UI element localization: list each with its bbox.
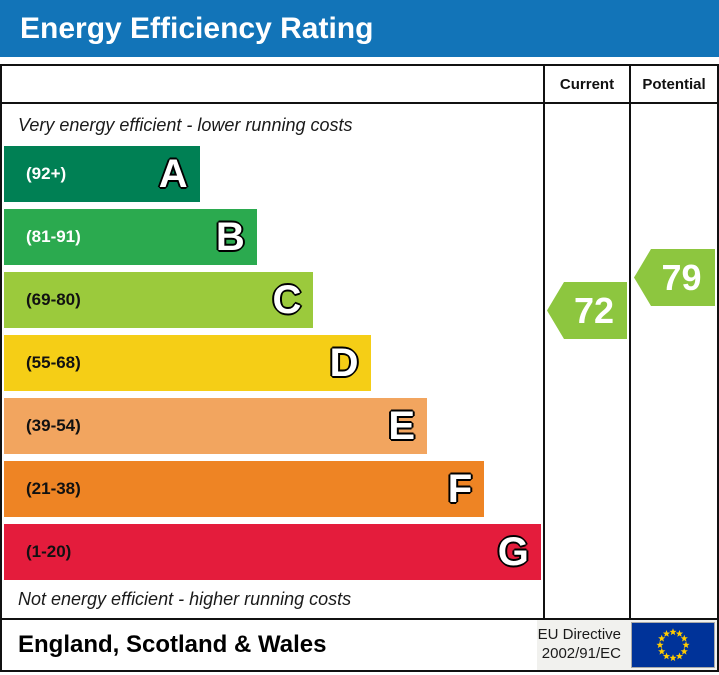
current-rating-column: 72 xyxy=(543,104,629,618)
band-range-label: (69-80) xyxy=(26,290,81,309)
rating-band: (92+) A xyxy=(4,146,200,202)
band-letter: B xyxy=(215,215,245,259)
chart-frame: Current Potential Very energy efficient … xyxy=(0,64,719,620)
eu-directive-line1: EU Directive xyxy=(537,626,621,644)
current-rating-value: 72 xyxy=(573,289,615,331)
band-range-label: (1-20) xyxy=(26,542,72,561)
band-letter: A xyxy=(158,152,188,196)
rating-band: (69-80) C xyxy=(4,272,314,328)
table-header-row: Current Potential xyxy=(2,66,717,104)
band-range-label: (21-38) xyxy=(26,479,81,498)
eu-directive-label: EU Directive 2002/91/EC xyxy=(538,626,631,664)
band-range-label: (92+) xyxy=(26,164,67,183)
band-range-label: (81-91) xyxy=(26,227,81,246)
bottom-note: Not energy efficient - higher running co… xyxy=(18,588,352,609)
potential-rating-value: 79 xyxy=(661,256,702,298)
column-header-current: Current xyxy=(543,66,629,102)
current-rating-arrow: 72 xyxy=(547,282,627,339)
band-range-label: (55-68) xyxy=(26,353,81,372)
potential-rating-column: 79 xyxy=(629,104,717,618)
band-letter: G xyxy=(497,530,529,574)
footer-bar: England, Scotland & Wales EU Directive 2… xyxy=(0,620,719,672)
band-letter: F xyxy=(447,467,473,511)
band-letter: D xyxy=(329,341,359,385)
rating-band: (55-68) D xyxy=(4,335,371,391)
band-range-label: (39-54) xyxy=(26,416,81,435)
column-header-potential: Potential xyxy=(629,66,717,102)
region-label: England, Scotland & Wales xyxy=(18,631,327,658)
eu-flag-icon xyxy=(631,622,715,668)
rating-band: (39-54) E xyxy=(4,398,428,454)
header-empty-cell xyxy=(2,66,543,102)
bands-column: Very energy efficient - lower running co… xyxy=(2,104,543,618)
band-list: (92+) A (81-91) B (69-80) C (55-68) D (3… xyxy=(4,146,543,580)
page-title: Energy Efficiency Rating xyxy=(20,11,374,45)
spacer xyxy=(0,57,719,64)
rating-band: (21-38) F xyxy=(4,461,485,517)
band-letter: C xyxy=(272,278,302,322)
band-letter: E xyxy=(388,404,416,448)
potential-rating-arrow: 79 xyxy=(634,249,715,306)
eu-directive-line2: 2002/91/EC xyxy=(541,645,621,662)
rating-band: (81-91) B xyxy=(4,209,257,265)
rating-band: (1-20) G xyxy=(4,524,541,580)
top-note: Very energy efficient - lower running co… xyxy=(18,114,353,135)
title-bar: Energy Efficiency Rating xyxy=(0,0,719,57)
table-body: Very energy efficient - lower running co… xyxy=(2,104,717,618)
